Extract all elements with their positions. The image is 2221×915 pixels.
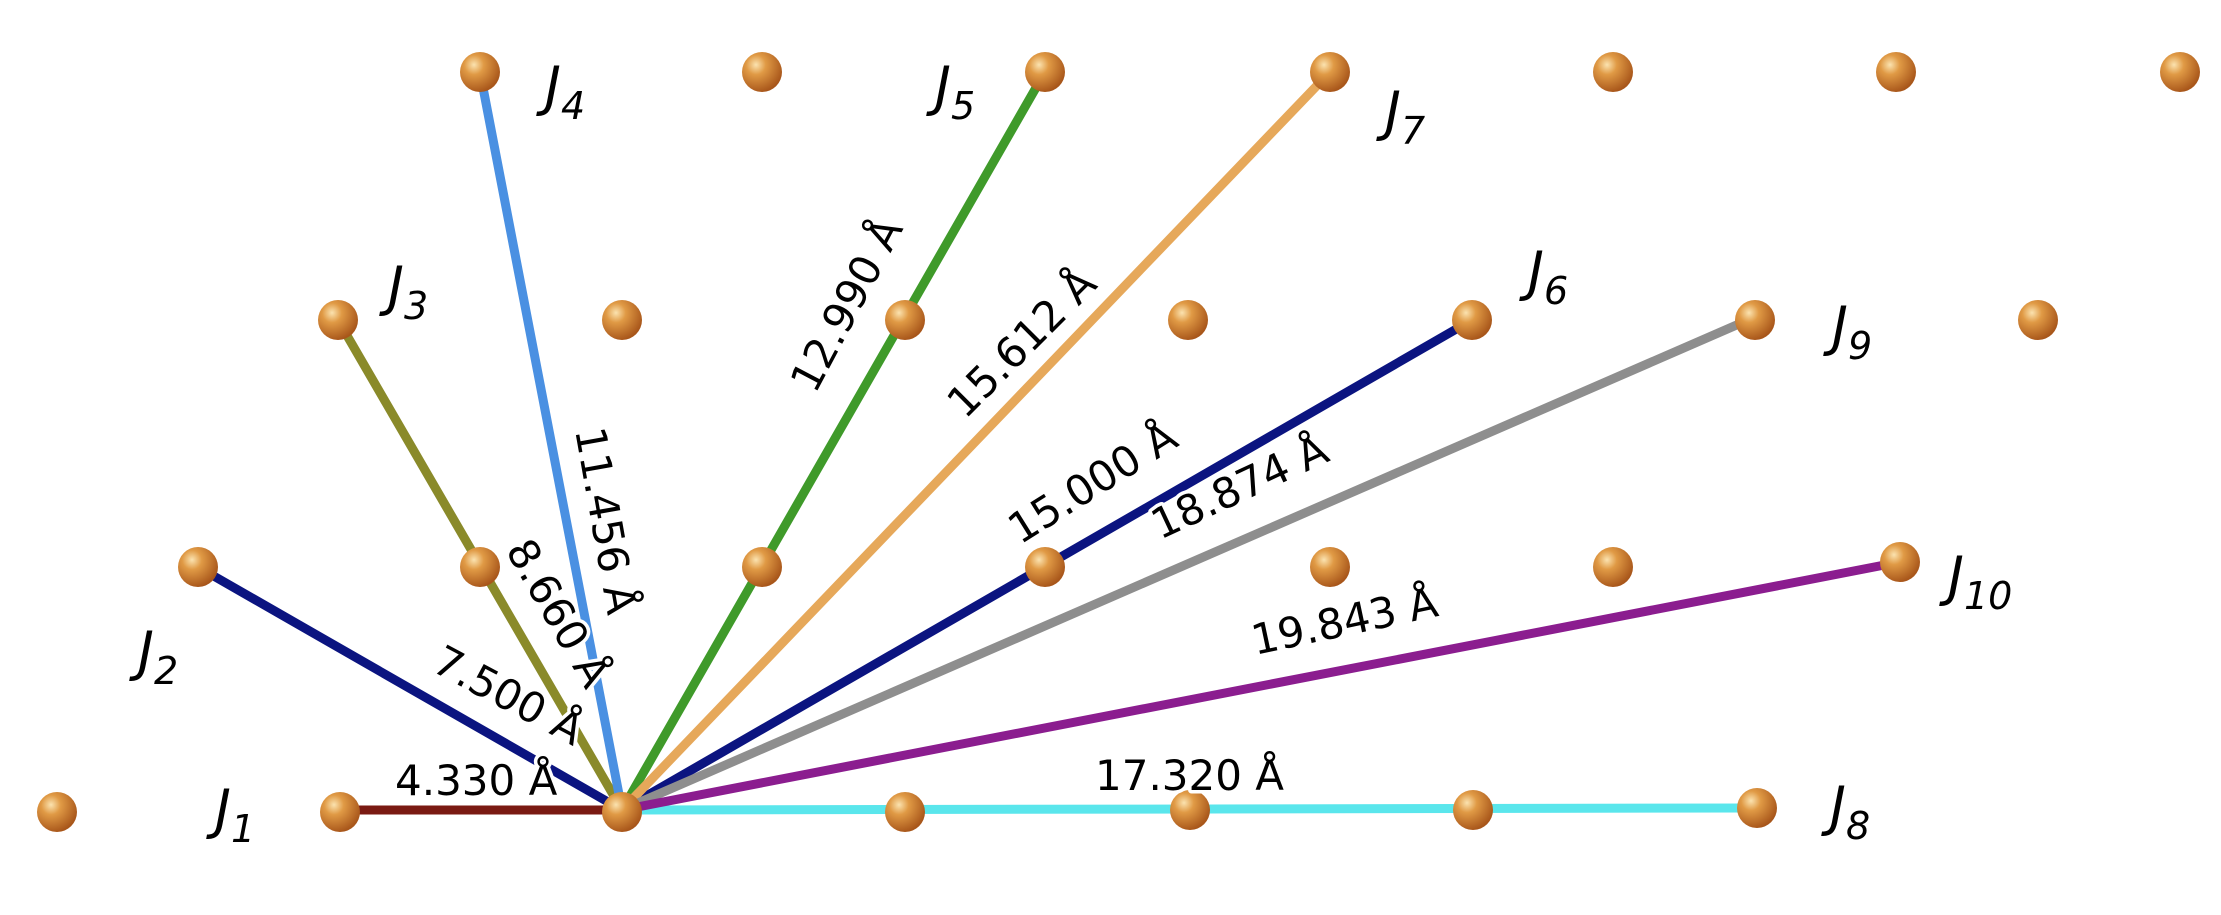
j5-label: J5 <box>926 55 975 128</box>
bond-j5 <box>617 67 1050 815</box>
atom <box>1876 52 1916 92</box>
atom <box>602 300 642 340</box>
bond-j10 <box>617 557 1905 815</box>
atom <box>2018 300 2058 340</box>
bond-j7 <box>617 67 1335 815</box>
j2-label: J2 <box>129 620 178 693</box>
bond-j9 <box>617 312 1760 815</box>
atom <box>1025 52 1065 92</box>
distance-label-j8: 17.320 Å <box>1095 750 1284 800</box>
atom <box>1737 788 1777 828</box>
atom <box>1453 790 1493 830</box>
atom <box>1880 542 1920 582</box>
atom <box>1735 300 1775 340</box>
j4-label: J4 <box>536 55 585 128</box>
atom <box>318 300 358 340</box>
atom <box>37 792 77 832</box>
j10-label: J10 <box>1939 545 2012 618</box>
atom <box>602 792 642 832</box>
atom <box>1310 52 1350 92</box>
distance-label-j7: 15.612 Å <box>937 258 1106 427</box>
atom <box>1170 790 1210 830</box>
atom <box>1168 300 1208 340</box>
atom <box>460 547 500 587</box>
atom <box>885 300 925 340</box>
atom <box>885 792 925 832</box>
j3-label: J3 <box>379 255 428 328</box>
bond-j2 <box>193 562 627 815</box>
bonds-layer <box>193 67 1905 815</box>
atom <box>1593 52 1633 92</box>
atoms-layer <box>37 52 2200 832</box>
atom <box>2160 52 2200 92</box>
atom <box>742 52 782 92</box>
j1-label: J1 <box>206 778 255 851</box>
atom <box>460 52 500 92</box>
j9-label: J9 <box>1823 295 1872 368</box>
atom <box>1452 300 1492 340</box>
j8-label: J8 <box>1821 775 1870 848</box>
exchange-labels: J1 J2 J3 J4 J5 J6 J7 J8 J9 J10 <box>129 55 2012 851</box>
distance-label-j10: 19.843 Å <box>1247 577 1443 665</box>
atom <box>178 547 218 587</box>
atom <box>1310 547 1350 587</box>
j6-label: J6 <box>1519 240 1568 313</box>
j7-label: J7 <box>1376 80 1425 153</box>
bond-j4 <box>475 67 627 815</box>
atom <box>320 792 360 832</box>
atom <box>742 547 782 587</box>
atom <box>1593 547 1633 587</box>
atom <box>1025 547 1065 587</box>
distance-label-j1: 4.330 Å <box>395 755 558 805</box>
